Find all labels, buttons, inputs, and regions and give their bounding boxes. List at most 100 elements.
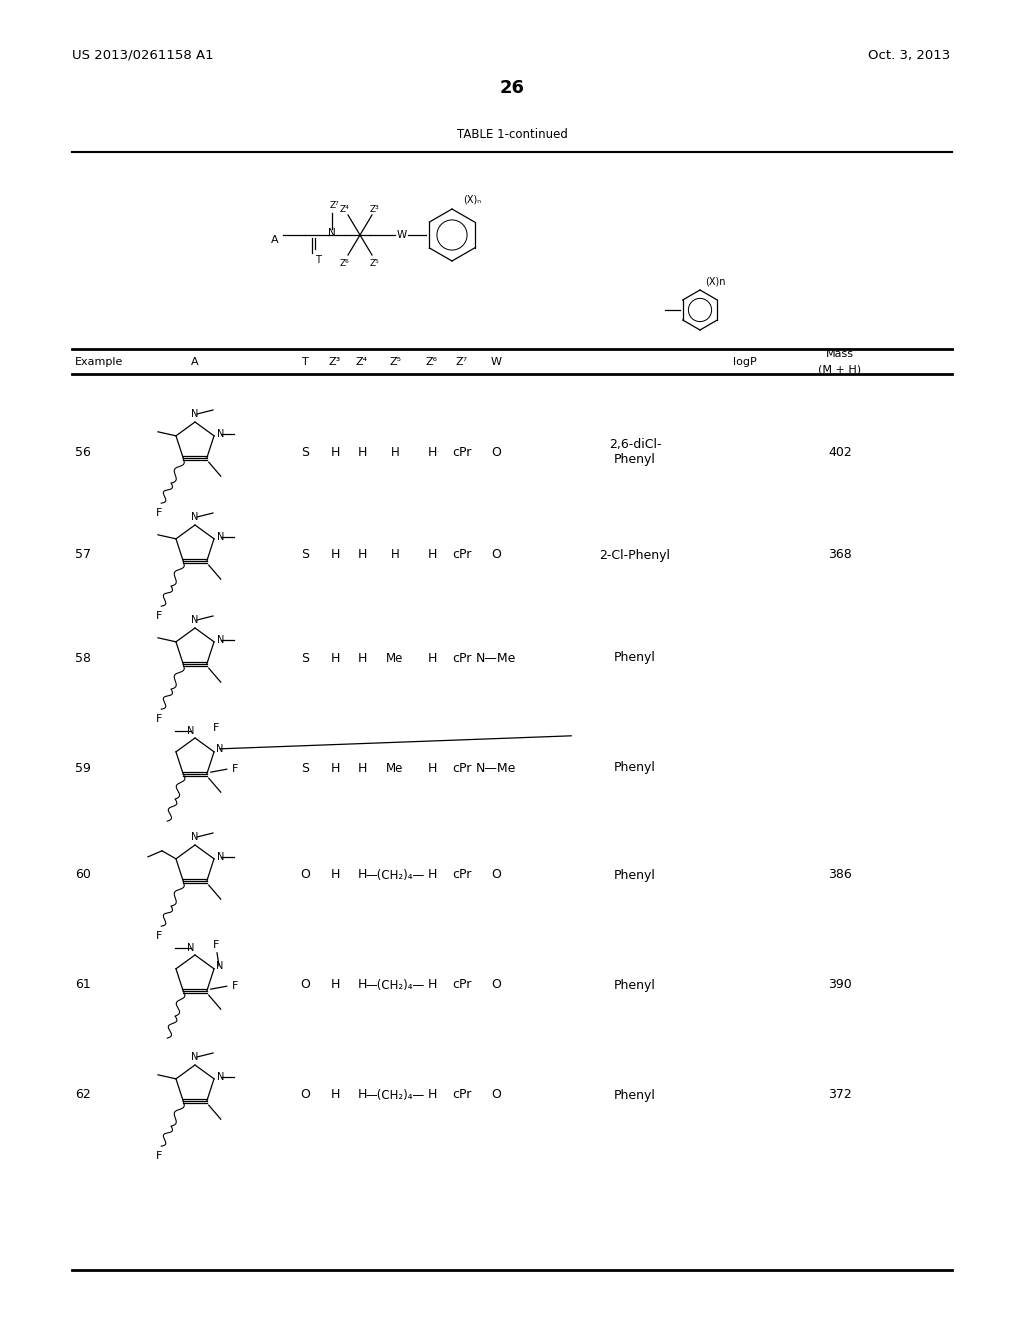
Text: S: S [301, 446, 309, 458]
Text: 56: 56 [75, 446, 91, 458]
Text: Z⁷: Z⁷ [329, 201, 339, 210]
Text: W: W [397, 230, 408, 240]
Text: H: H [427, 869, 436, 882]
Text: —(CH₂)₄—: —(CH₂)₄— [366, 1089, 425, 1101]
Text: (M + H): (M + H) [818, 366, 861, 375]
Text: Z⁵: Z⁵ [370, 259, 380, 268]
Text: Z³: Z³ [329, 356, 341, 367]
Text: N: N [191, 832, 199, 842]
Text: Z⁴: Z⁴ [340, 205, 350, 214]
Text: H: H [331, 549, 340, 561]
Text: 402: 402 [828, 446, 852, 458]
Text: 2-Cl-Phenyl: 2-Cl-Phenyl [599, 549, 671, 561]
Text: (X)n: (X)n [705, 277, 725, 286]
Text: H: H [427, 652, 436, 664]
Text: S: S [301, 549, 309, 561]
Text: H: H [331, 762, 340, 775]
Text: cPr: cPr [453, 446, 472, 458]
Text: F: F [156, 508, 163, 519]
Text: Mass: Mass [826, 348, 854, 359]
Text: 60: 60 [75, 869, 91, 882]
Text: O: O [492, 869, 501, 882]
Text: N: N [216, 961, 223, 970]
Text: cPr: cPr [453, 652, 472, 664]
Text: cPr: cPr [453, 762, 472, 775]
Text: W: W [490, 356, 502, 367]
Text: N: N [191, 615, 199, 624]
Text: H: H [427, 762, 436, 775]
Text: Phenyl: Phenyl [614, 762, 656, 775]
Text: F: F [156, 1151, 163, 1162]
Text: cPr: cPr [453, 1089, 472, 1101]
Text: O: O [300, 869, 310, 882]
Text: Phenyl: Phenyl [614, 978, 656, 991]
Text: F: F [156, 611, 163, 622]
Text: H: H [357, 869, 367, 882]
Text: T: T [302, 356, 308, 367]
Text: Phenyl: Phenyl [614, 869, 656, 882]
Text: F: F [213, 723, 219, 733]
Text: —(CH₂)₄—: —(CH₂)₄— [366, 978, 425, 991]
Text: S: S [301, 652, 309, 664]
Text: H: H [427, 1089, 436, 1101]
Text: H: H [357, 549, 367, 561]
Text: N: N [217, 635, 224, 644]
Text: N: N [216, 743, 223, 754]
Text: H: H [331, 869, 340, 882]
Text: cPr: cPr [453, 549, 472, 561]
Text: US 2013/0261158 A1: US 2013/0261158 A1 [72, 49, 214, 62]
Text: F: F [231, 764, 238, 775]
Text: A: A [191, 356, 199, 367]
Text: 26: 26 [500, 79, 524, 96]
Text: Z⁶: Z⁶ [340, 259, 350, 268]
Text: H: H [427, 446, 436, 458]
Text: 59: 59 [75, 762, 91, 775]
Text: O: O [300, 978, 310, 991]
Text: N: N [328, 228, 336, 238]
Text: N: N [191, 512, 199, 521]
Text: Z⁶: Z⁶ [426, 356, 438, 367]
Text: H: H [331, 978, 340, 991]
Text: 2,6-diCl-
Phenyl: 2,6-diCl- Phenyl [608, 438, 662, 466]
Text: 368: 368 [828, 549, 852, 561]
Text: O: O [492, 1089, 501, 1101]
Text: F: F [231, 981, 238, 991]
Text: 57: 57 [75, 549, 91, 561]
Text: Phenyl: Phenyl [614, 1089, 656, 1101]
Text: N: N [217, 429, 224, 438]
Text: 61: 61 [75, 978, 91, 991]
Text: H: H [427, 978, 436, 991]
Text: H: H [357, 978, 367, 991]
Text: Z⁵: Z⁵ [389, 356, 401, 367]
Text: N: N [217, 532, 224, 541]
Text: H: H [390, 446, 399, 458]
Text: H: H [357, 1089, 367, 1101]
Text: 372: 372 [828, 1089, 852, 1101]
Text: O: O [300, 1089, 310, 1101]
Text: H: H [357, 762, 367, 775]
Text: F: F [213, 940, 219, 950]
Text: N: N [187, 942, 195, 953]
Text: cPr: cPr [453, 869, 472, 882]
Text: H: H [357, 446, 367, 458]
Text: Phenyl: Phenyl [614, 652, 656, 664]
Text: 390: 390 [828, 978, 852, 991]
Text: (X)ₙ: (X)ₙ [463, 194, 481, 205]
Text: N: N [191, 409, 199, 418]
Text: Z³: Z³ [370, 205, 380, 214]
Text: H: H [331, 652, 340, 664]
Text: H: H [331, 446, 340, 458]
Text: 58: 58 [75, 652, 91, 664]
Text: logP: logP [733, 356, 757, 367]
Text: H: H [331, 1089, 340, 1101]
Text: cPr: cPr [453, 978, 472, 991]
Text: Z⁷: Z⁷ [456, 356, 468, 367]
Text: Me: Me [386, 652, 403, 664]
Text: A: A [271, 235, 279, 246]
Text: N: N [187, 726, 195, 737]
Text: H: H [390, 549, 399, 561]
Text: —(CH₂)₄—: —(CH₂)₄— [366, 869, 425, 882]
Text: F: F [156, 931, 163, 941]
Text: O: O [492, 549, 501, 561]
Text: N: N [217, 1072, 224, 1082]
